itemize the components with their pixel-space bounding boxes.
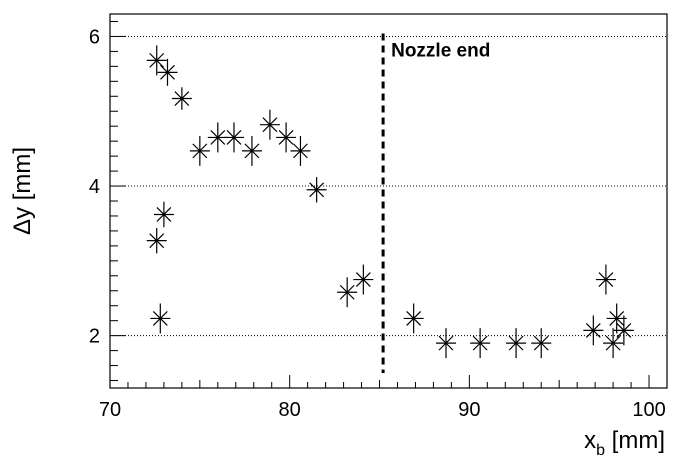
marker-stroke (616, 322, 632, 338)
marker-stroke (210, 129, 226, 145)
data-point (157, 58, 178, 86)
marker-stroke (355, 272, 371, 287)
data-point (189, 135, 210, 166)
data-point (150, 303, 171, 334)
marker-stroke (585, 322, 601, 338)
marker-stroke (609, 311, 625, 326)
data-point (506, 328, 527, 359)
data-point (353, 264, 374, 295)
marker-stroke (598, 272, 614, 287)
x-axis-label: xb [mm] (584, 427, 665, 459)
data-point (435, 328, 456, 359)
tick-labels: 70 80 90 100 2 4 6 (89, 26, 666, 421)
marker-stroke (339, 284, 355, 300)
marker-stroke (149, 233, 165, 249)
data-point (583, 315, 604, 346)
data-point (259, 109, 280, 140)
nozzle-end-label: Nozzle end (391, 40, 490, 61)
y-tick-label: 4 (89, 176, 100, 198)
y-tick-label: 6 (89, 26, 100, 48)
marker-stroke (438, 335, 454, 351)
y-tick-label: 2 (89, 326, 100, 348)
marker-stroke (156, 207, 172, 222)
y-axis-label: Δy [mm] (9, 147, 36, 235)
data-point (153, 201, 174, 228)
marker-stroke (533, 335, 549, 351)
annotation-layer: Nozzle end (381, 33, 490, 374)
marker-stroke (472, 335, 488, 351)
marker-stroke (174, 91, 190, 106)
data-point (470, 328, 491, 359)
data-point (146, 45, 167, 76)
x-tick-label: 100 (632, 399, 665, 421)
marker-stroke (278, 129, 294, 145)
marker-stroke (152, 311, 168, 326)
marker-stroke (508, 335, 524, 351)
marker-stroke (293, 143, 308, 159)
marker-stroke (309, 182, 325, 198)
x-axis-label-subscript: b (596, 442, 605, 459)
data-point (290, 135, 311, 166)
marker-stroke (149, 52, 165, 68)
marker-stroke (262, 117, 278, 133)
data-point (337, 277, 358, 308)
axis-ticks (109, 20, 668, 388)
data-point (306, 177, 327, 203)
marker-stroke (605, 335, 621, 351)
data-point (403, 303, 424, 334)
data-point (223, 122, 244, 153)
data-point (171, 87, 192, 110)
data-point (595, 264, 616, 295)
data-points (146, 45, 634, 359)
marker-stroke (406, 311, 422, 326)
plot-frame (109, 13, 668, 389)
grid-layer (110, 35, 667, 337)
data-point (276, 122, 297, 153)
data-point (531, 328, 552, 359)
data-point (146, 227, 167, 254)
x-tick-label: 70 (99, 399, 121, 421)
x-tick-label: 80 (279, 399, 301, 421)
data-point (241, 135, 262, 166)
x-axis-label-unit: [mm] (605, 427, 665, 454)
marker-stroke (192, 143, 208, 159)
marker-stroke (244, 143, 260, 159)
marker-stroke (226, 129, 242, 145)
x-tick-label: 90 (458, 399, 480, 421)
data-point (603, 328, 624, 359)
data-point (613, 315, 634, 346)
marker-stroke (160, 64, 175, 80)
x-axis-label-main: x (584, 427, 596, 454)
data-point (207, 122, 228, 153)
